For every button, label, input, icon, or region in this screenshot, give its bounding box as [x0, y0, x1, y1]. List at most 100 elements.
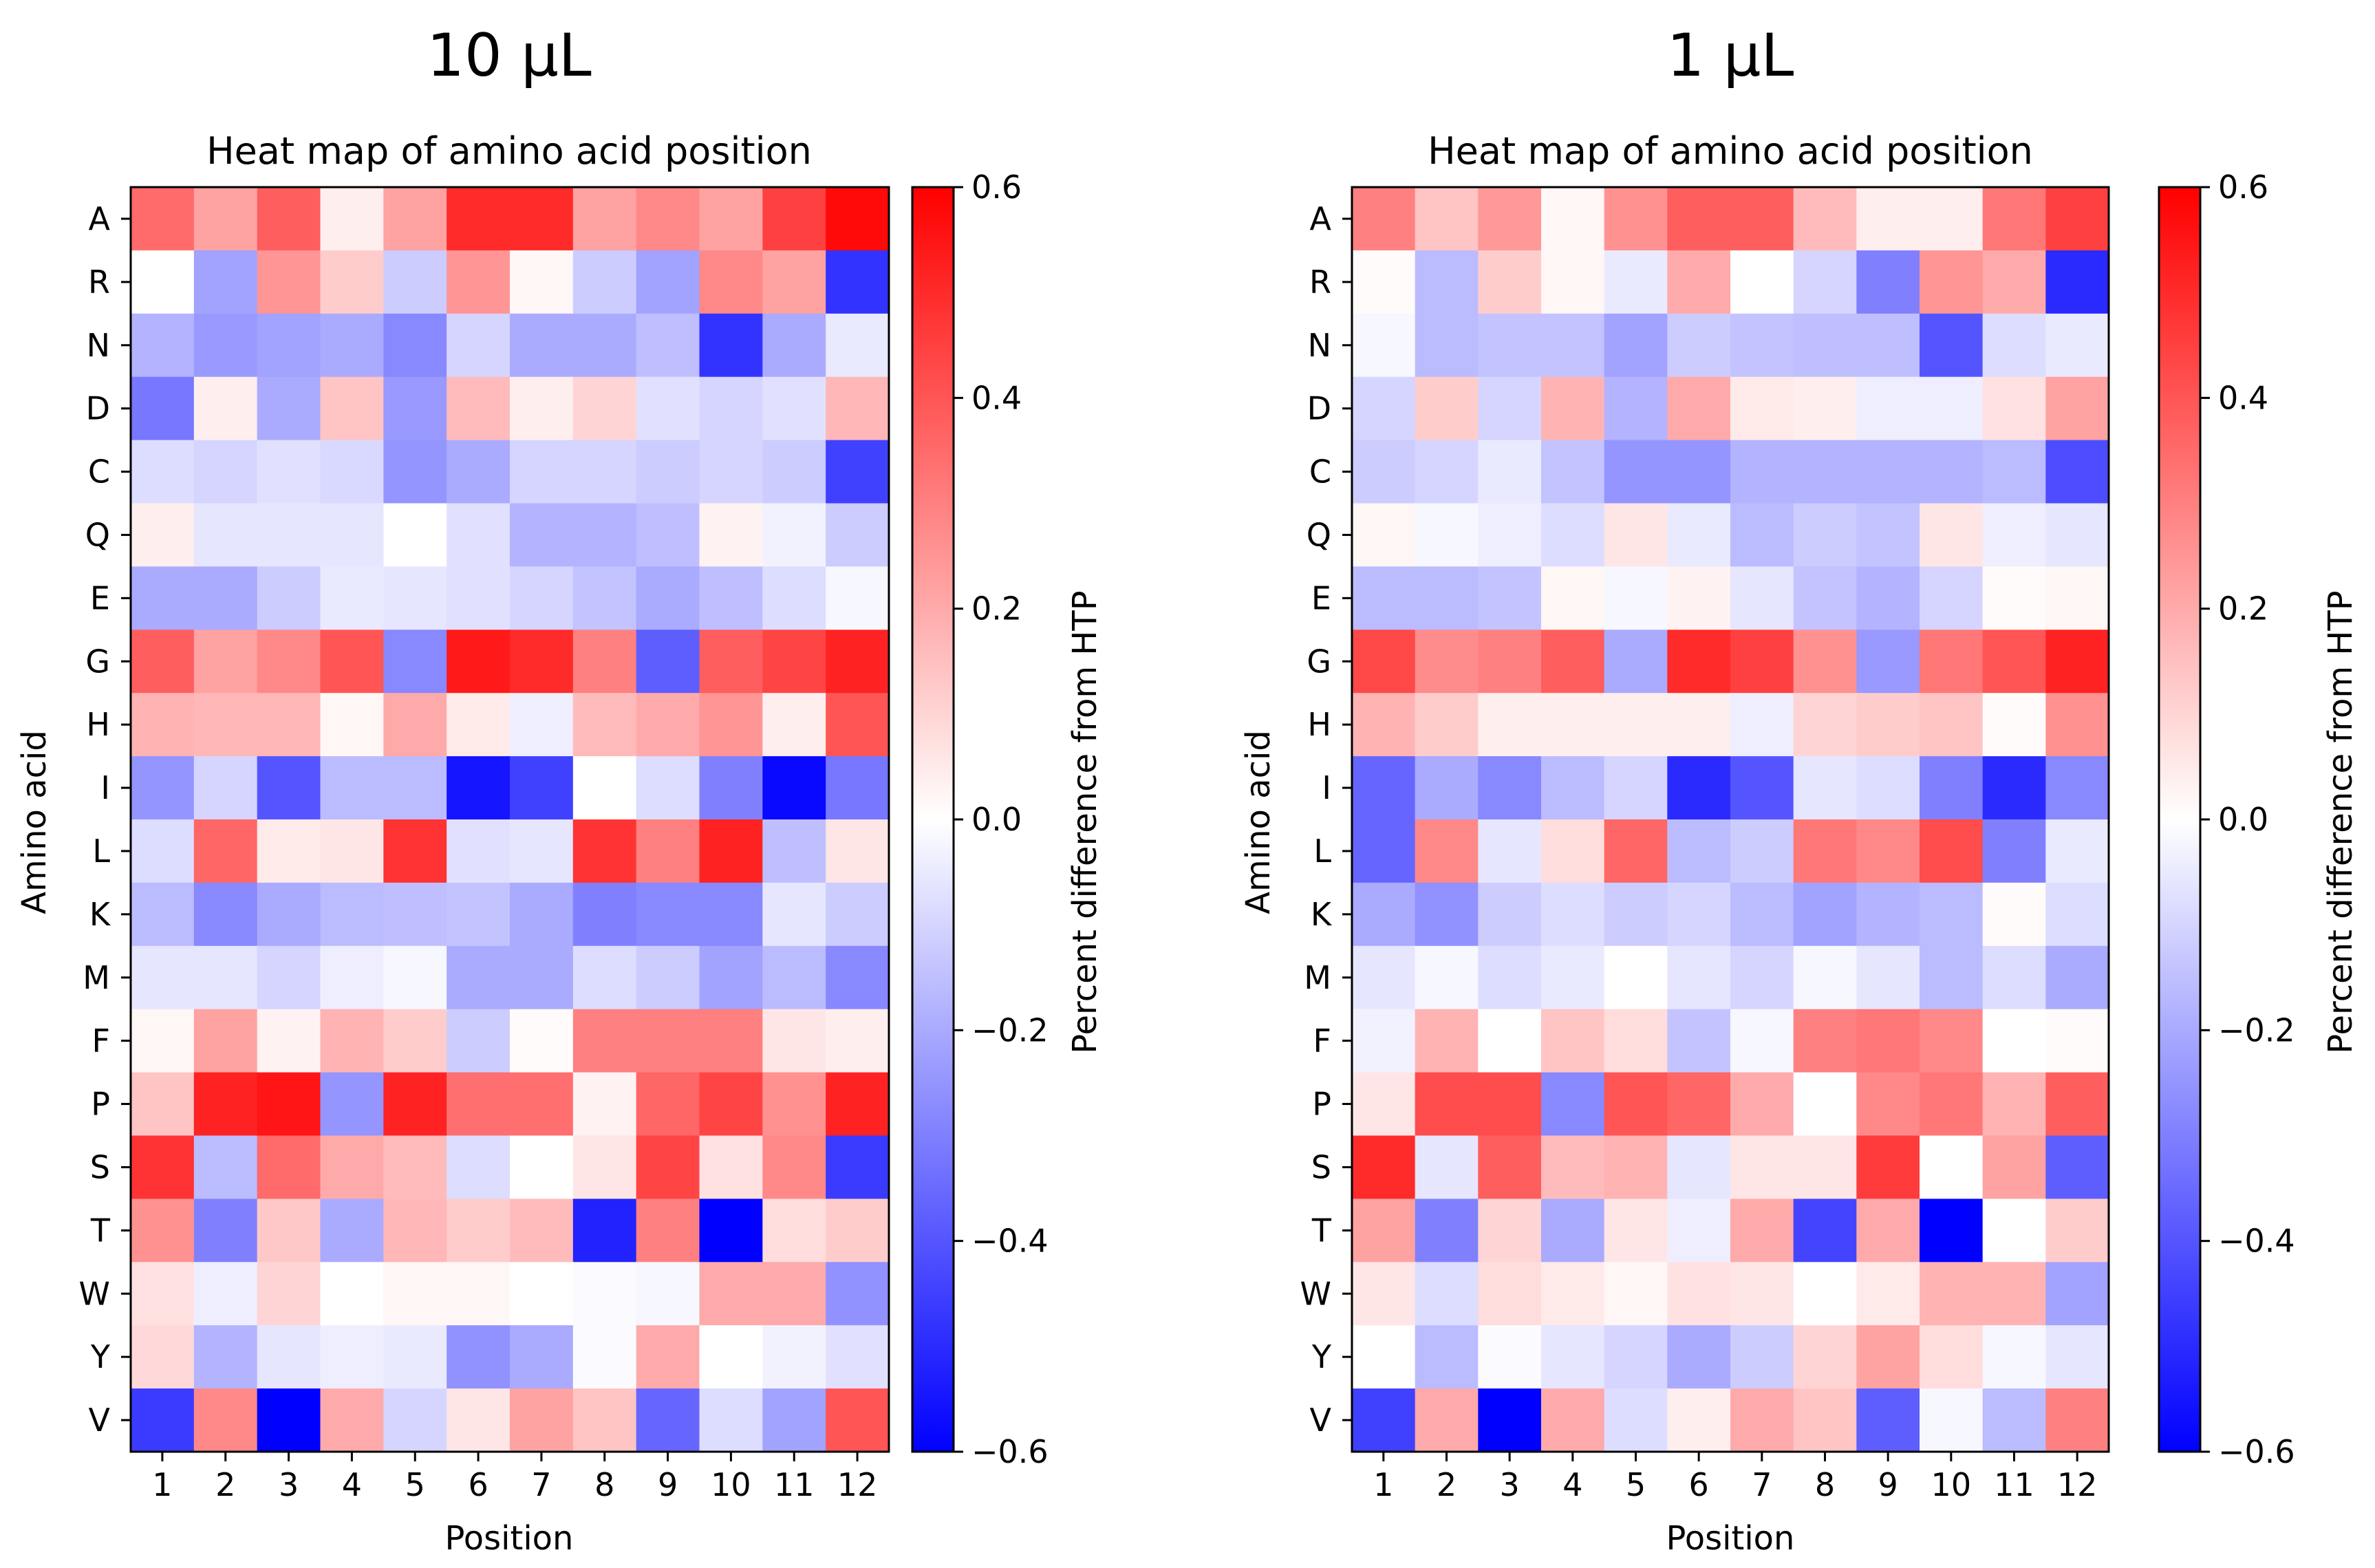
heatmap-cell-N-12: [2045, 313, 2109, 378]
heatmap-cell-A-6: [1667, 187, 1731, 251]
y-tick-label: E: [90, 579, 110, 616]
heatmap-cell-K-9: [1856, 882, 1920, 947]
heatmap-cell-P-4: [1541, 1072, 1605, 1137]
y-tick-label: R: [88, 264, 110, 301]
heatmap-cell-T-8: [572, 1199, 637, 1263]
heatmap-cell-Y-2: [1415, 1325, 1479, 1389]
heatmap-cell-M-1: [131, 945, 195, 1010]
panel1-colorbar: 0.6 0.4 0.2 0.0 −0.2 −0.4 −0.6: [911, 169, 1049, 1470]
y-tick-label: E: [1311, 579, 1331, 616]
y-tick-label: P: [91, 1086, 110, 1123]
heatmap-cell-G-3: [1478, 630, 1542, 694]
colorbar-gradient: [2158, 186, 2202, 1453]
y-tick-label: Y: [90, 1338, 111, 1375]
heatmap-cell-P-3: [1478, 1072, 1542, 1137]
heatmap-cell-Y-3: [1478, 1325, 1542, 1389]
colorbar-tick-label: 0.4: [2218, 379, 2268, 416]
heatmap-cell-W-4: [1541, 1262, 1605, 1326]
heatmap-cell-F-11: [1982, 1009, 2046, 1073]
heatmap-cell-I-2: [193, 756, 258, 820]
heatmap-cell-K-12: [2045, 882, 2109, 947]
heatmap-cell-C-3: [1478, 440, 1542, 504]
x-tick-label: 4: [342, 1466, 362, 1503]
panel2-colorbar-label: Percent difference from HTP: [2321, 590, 2360, 1053]
heatmap-cell-N-3: [1478, 313, 1542, 378]
heatmap-cell-C-7: [1730, 440, 1794, 504]
heatmap-cell-E-2: [193, 566, 258, 630]
heatmap-cell-G-11: [762, 630, 826, 694]
heatmap-cell-W-5: [383, 1262, 447, 1326]
heatmap-cell-I-5: [1604, 756, 1668, 820]
heatmap-cell-P-3: [257, 1072, 321, 1137]
heatmap-cell-P-5: [1604, 1072, 1668, 1137]
heatmap-cell-H-3: [257, 693, 321, 757]
heatmap-cell-D-12: [2045, 376, 2109, 441]
heatmap-cell-S-5: [383, 1135, 447, 1199]
heatmap-cell-G-6: [447, 630, 511, 694]
heatmap-cell-N-7: [510, 313, 574, 378]
heatmap-cell-C-2: [1415, 440, 1479, 504]
heatmap-cell-R-8: [572, 250, 637, 314]
heatmap-cell-D-3: [257, 376, 321, 441]
heatmap-cell-Q-8: [1793, 503, 1857, 567]
heatmap-cell-C-4: [320, 440, 384, 504]
heatmap-cell-S-7: [1730, 1135, 1794, 1199]
heatmap-cell-R-1: [131, 250, 195, 314]
heatmap-cell-I-10: [699, 756, 763, 820]
x-tick-label: 10: [1931, 1466, 1972, 1503]
heatmap-cell-D-12: [826, 376, 890, 441]
y-tick-label: K: [89, 896, 111, 933]
heatmap-cell-R-2: [193, 250, 258, 314]
heatmap-cell-W-12: [2045, 1262, 2109, 1326]
heatmap-cell-E-10: [699, 566, 763, 630]
heatmap-cell-L-3: [1478, 819, 1542, 883]
heatmap-cell-C-11: [762, 440, 826, 504]
y-tick-label: W: [79, 1275, 110, 1312]
heatmap-cell-W-4: [320, 1262, 384, 1326]
colorbar-tick-label: −0.4: [971, 1223, 1049, 1260]
heatmap-cell-R-5: [383, 250, 447, 314]
x-tick-label: 6: [1689, 1466, 1709, 1503]
heatmap-cell-V-11: [762, 1388, 826, 1452]
heatmap-cell-S-11: [762, 1135, 826, 1199]
heatmap-cell-A-3: [257, 187, 321, 251]
heatmap-cell-W-11: [762, 1262, 826, 1326]
x-tick-label: 5: [405, 1466, 425, 1503]
x-tick-label: 4: [1562, 1466, 1582, 1503]
heatmap-cell-E-11: [1982, 566, 2046, 630]
heatmap-cell-V-3: [1478, 1388, 1542, 1452]
heatmap-cell-Y-11: [1982, 1325, 2046, 1389]
heatmap-cell-P-10: [1920, 1072, 1984, 1137]
heatmap-cell-V-2: [193, 1388, 258, 1452]
heatmap-cell-R-6: [1667, 250, 1731, 314]
heatmap-cell-W-9: [1856, 1262, 1920, 1326]
heatmap-cell-K-11: [1982, 882, 2046, 947]
heatmap-cell-Y-3: [257, 1325, 321, 1389]
heatmap-cell-G-10: [699, 630, 763, 694]
heatmap-cell-R-1: [1352, 250, 1416, 314]
heatmap-cell-R-5: [1604, 250, 1668, 314]
heatmap-cell-R-12: [826, 250, 890, 314]
heatmap-cell-C-9: [1856, 440, 1920, 504]
heatmap-cell-K-10: [699, 882, 763, 947]
heatmap-cell-C-12: [826, 440, 890, 504]
heatmap-cell-E-6: [1667, 566, 1731, 630]
heatmap-cell-S-7: [510, 1135, 574, 1199]
heatmap-cell-D-10: [1920, 376, 1984, 441]
heatmap-cell-P-8: [572, 1072, 637, 1137]
heatmap-cell-W-7: [1730, 1262, 1794, 1326]
heatmap-cell-I-12: [826, 756, 890, 820]
x-tick-label: 9: [1878, 1466, 1898, 1503]
heatmap-cell-V-6: [1667, 1388, 1731, 1452]
y-tick-label: T: [1311, 1212, 1332, 1249]
y-tick-label: Q: [1307, 516, 1331, 553]
heatmap-cell-C-12: [2045, 440, 2109, 504]
heatmap-cell-R-7: [1730, 250, 1794, 314]
heatmap-cell-S-6: [1667, 1135, 1731, 1199]
panel1-xlabel: Position: [445, 1519, 574, 1558]
heatmap-cell-N-11: [1982, 313, 2046, 378]
heatmap-cell-K-7: [1730, 882, 1794, 947]
heatmap-cell-V-7: [510, 1388, 574, 1452]
heatmap-cell-V-4: [320, 1388, 384, 1452]
